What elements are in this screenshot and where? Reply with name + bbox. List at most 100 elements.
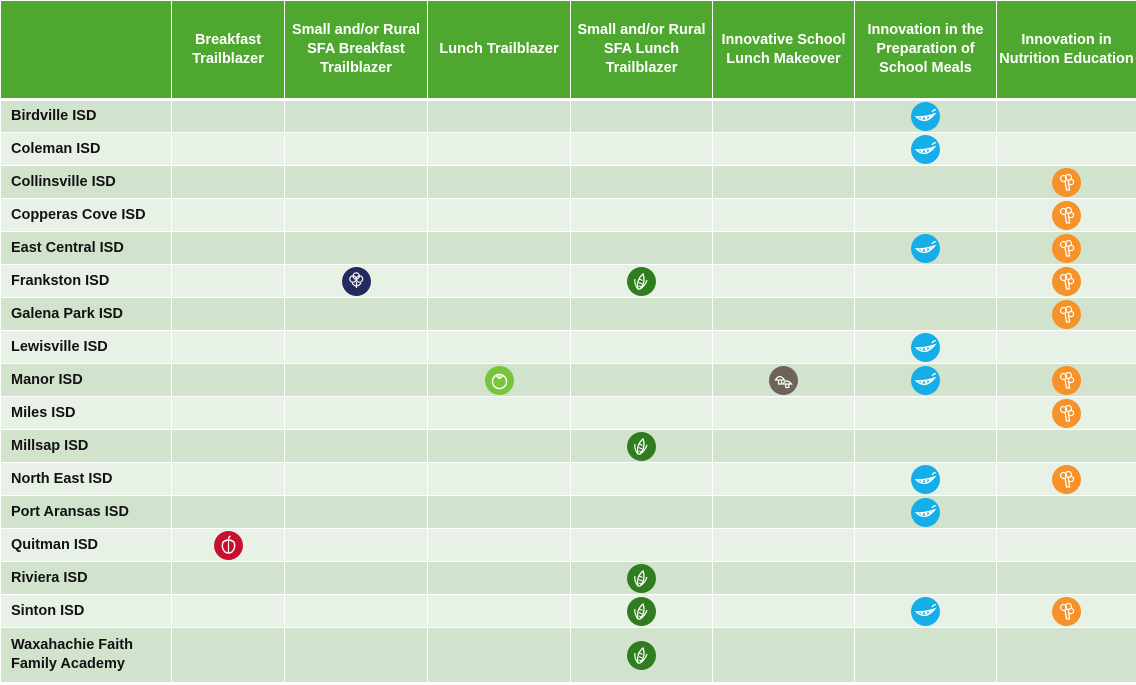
award-cell: [854, 627, 997, 683]
award-cell: [570, 264, 713, 298]
award-cell: [284, 132, 428, 166]
award-cell: [284, 429, 428, 463]
award-cell: [171, 627, 285, 683]
award-cell: [854, 297, 997, 331]
district-name: Waxahachie Faith Family Academy: [0, 627, 172, 683]
award-cell: [171, 462, 285, 496]
header-innovative-lunch-makeover: Innovative School Lunch Makeover: [712, 0, 855, 101]
award-cell: [427, 297, 571, 331]
award-cell: [996, 561, 1136, 595]
broccoli-icon: [1052, 167, 1081, 197]
broccoli-icon: [1052, 365, 1081, 395]
award-cell: [712, 561, 855, 595]
award-cell: [996, 330, 1136, 364]
award-cell: [427, 627, 571, 683]
award-cell: [570, 528, 713, 562]
district-name: North East ISD: [0, 462, 172, 496]
header-innovation-nutrition-education: Innovation in Nutrition Education: [996, 0, 1136, 101]
award-cell: [996, 231, 1136, 265]
award-cell: [171, 165, 285, 199]
pea-pod-icon: [911, 497, 940, 527]
table-row: Quitman ISD: [0, 528, 1136, 562]
table-row: Birdville ISD: [0, 99, 1136, 133]
award-cell: [854, 363, 997, 397]
district-name: Collinsville ISD: [0, 165, 172, 199]
table-row: Copperas Cove ISD: [0, 198, 1136, 232]
award-cell: [427, 165, 571, 199]
award-cell: [427, 99, 571, 133]
award-cell: [171, 330, 285, 364]
broccoli-icon: [1052, 299, 1081, 329]
award-cell: [712, 99, 855, 133]
district-name: Riviera ISD: [0, 561, 172, 595]
table-row: Collinsville ISD: [0, 165, 1136, 199]
award-cell: [996, 198, 1136, 232]
district-name: Birdville ISD: [0, 99, 172, 133]
award-cell: [854, 132, 997, 166]
award-cell: [284, 594, 428, 628]
header-breakfast-trailblazer: Breakfast Trailblazer: [171, 0, 285, 101]
bell-pepper-icon: [213, 530, 243, 560]
award-cell: [996, 99, 1136, 133]
award-cell: [427, 198, 571, 232]
table-row: Riviera ISD: [0, 561, 1136, 595]
award-cell: [570, 132, 713, 166]
award-cell: [171, 132, 285, 166]
mushroom-icon: [769, 365, 798, 395]
pea-pod-icon: [911, 233, 940, 263]
award-cell: [284, 99, 428, 133]
header-row: Breakfast Trailblazer Small and/or Rural…: [0, 0, 1136, 101]
award-cell: [712, 264, 855, 298]
district-name: East Central ISD: [0, 231, 172, 265]
pea-pod-icon: [911, 332, 940, 362]
award-cell: [996, 396, 1136, 430]
award-cell: [854, 495, 997, 529]
award-cell: [996, 528, 1136, 562]
award-cell: [570, 561, 713, 595]
pea-pod-icon: [911, 464, 940, 494]
award-cell: [171, 264, 285, 298]
district-name: Lewisville ISD: [0, 330, 172, 364]
table-row: Waxahachie Faith Family Academy: [0, 627, 1136, 683]
award-cell: [284, 165, 428, 199]
pea-pod-icon: [911, 365, 940, 395]
pea-pod-icon: [911, 134, 940, 164]
award-cell: [854, 198, 997, 232]
award-cell: [712, 528, 855, 562]
award-cell: [427, 330, 571, 364]
broccoli-icon: [1052, 233, 1081, 263]
award-cell: [427, 462, 571, 496]
award-cell: [427, 231, 571, 265]
award-cell: [712, 429, 855, 463]
award-cell: [171, 594, 285, 628]
award-cell: [854, 528, 997, 562]
award-cell: [712, 594, 855, 628]
district-name: Millsap ISD: [0, 429, 172, 463]
table-row: Manor ISD: [0, 363, 1136, 397]
award-cell: [712, 330, 855, 364]
award-cell: [427, 132, 571, 166]
table-header: Breakfast Trailblazer Small and/or Rural…: [0, 0, 1136, 101]
district-name: Copperas Cove ISD: [0, 198, 172, 232]
award-cell: [427, 561, 571, 595]
header-small-rural-lunch-trailblazer: Small and/or Rural SFA Lunch Trailblazer: [570, 0, 713, 101]
award-cell: [570, 330, 713, 364]
award-cell: [854, 264, 997, 298]
table-row: North East ISD: [0, 462, 1136, 496]
district-name: Frankston ISD: [0, 264, 172, 298]
award-cell: [996, 297, 1136, 331]
header-lunch-trailblazer: Lunch Trailblazer: [427, 0, 571, 101]
table-row: Millsap ISD: [0, 429, 1136, 463]
award-cell: [712, 198, 855, 232]
award-cell: [996, 132, 1136, 166]
award-cell: [171, 297, 285, 331]
award-cell: [570, 231, 713, 265]
award-cell: [171, 495, 285, 529]
award-cell: [284, 330, 428, 364]
corn-icon: [627, 563, 656, 593]
award-cell: [712, 297, 855, 331]
award-cell: [284, 462, 428, 496]
award-cell: [996, 363, 1136, 397]
district-name: Quitman ISD: [0, 528, 172, 562]
award-cell: [427, 528, 571, 562]
